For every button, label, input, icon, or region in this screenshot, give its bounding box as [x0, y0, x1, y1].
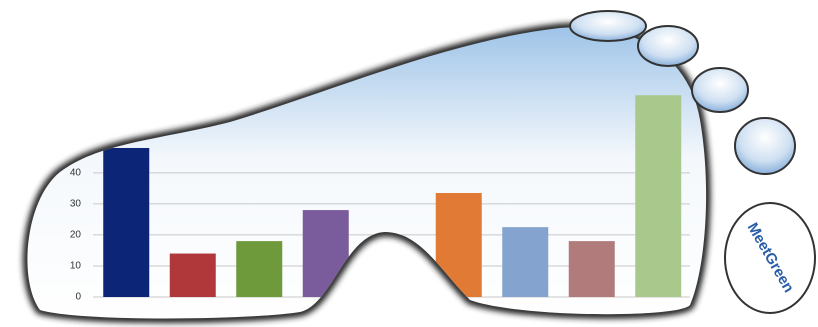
bar [236, 241, 283, 297]
y-tick-label: 20 [70, 230, 82, 241]
bar [302, 210, 349, 297]
plot: 0 10 20 30 40 [70, 95, 690, 303]
toe [724, 202, 816, 314]
bar [169, 253, 216, 297]
bar [568, 241, 615, 297]
toe [691, 67, 749, 113]
y-tick-label: 30 [70, 199, 82, 210]
y-tick-label: 0 [75, 292, 81, 303]
bar [103, 147, 150, 297]
toe [734, 117, 796, 175]
toe [637, 25, 699, 67]
bar [635, 95, 682, 297]
footprint: MeetGreen [27, 10, 816, 319]
bar [502, 227, 549, 297]
bar [435, 193, 482, 297]
y-tick-label: 40 [70, 167, 82, 178]
y-tick-label: 10 [70, 261, 82, 272]
toe [569, 10, 647, 42]
